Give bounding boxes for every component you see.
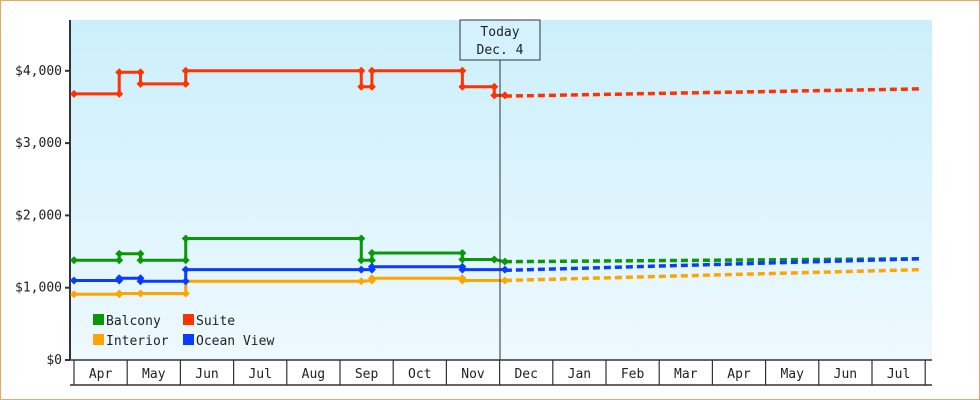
- data-point[interactable]: [490, 255, 499, 264]
- data-point[interactable]: [357, 82, 366, 91]
- data-point[interactable]: [115, 274, 124, 283]
- data-point[interactable]: [181, 289, 190, 298]
- x-tick-label: Jan: [568, 367, 591, 382]
- data-point[interactable]: [357, 256, 366, 265]
- legend-label: Ocean View: [196, 334, 274, 349]
- data-point[interactable]: [181, 256, 190, 265]
- y-tick-label: $1,000: [15, 281, 62, 296]
- x-tick-label: Jul: [248, 367, 271, 382]
- data-point[interactable]: [115, 256, 124, 265]
- data-point[interactable]: [181, 79, 190, 88]
- legend: Balcony Suite Interior Ocean View: [93, 314, 274, 349]
- data-point[interactable]: [115, 289, 124, 298]
- x-tick-label: Dec: [514, 367, 537, 382]
- legend-item-suite[interactable]: Suite: [183, 314, 235, 329]
- data-point[interactable]: [367, 256, 376, 265]
- data-point[interactable]: [367, 66, 376, 75]
- data-point[interactable]: [458, 276, 467, 285]
- y-tick-label: $4,000: [15, 64, 62, 79]
- today-marker: Today Dec. 4: [459, 19, 541, 360]
- legend-swatch: [183, 334, 194, 345]
- plot-area: [71, 20, 932, 360]
- data-point[interactable]: [367, 262, 376, 271]
- x-tick-label: Oct: [408, 367, 431, 382]
- data-point[interactable]: [367, 274, 376, 283]
- data-point[interactable]: [70, 256, 78, 265]
- y-tick-label: $2,000: [15, 208, 62, 223]
- data-point[interactable]: [367, 82, 376, 91]
- legend-item-ocean-view[interactable]: Ocean View: [183, 334, 274, 349]
- series-lines: [70, 66, 920, 299]
- data-point[interactable]: [181, 66, 190, 75]
- data-point[interactable]: [357, 277, 366, 286]
- data-point[interactable]: [115, 249, 124, 258]
- data-point[interactable]: [490, 91, 499, 100]
- x-tick-label: Nov: [461, 367, 485, 382]
- data-point[interactable]: [136, 249, 145, 258]
- data-point[interactable]: [181, 234, 190, 243]
- series-suite: [70, 66, 920, 100]
- data-point[interactable]: [357, 234, 366, 243]
- data-point[interactable]: [357, 265, 366, 274]
- x-tick-label: Feb: [621, 367, 645, 382]
- x-tick-label: Mar: [674, 367, 698, 382]
- data-point[interactable]: [490, 82, 499, 91]
- data-point[interactable]: [181, 277, 190, 286]
- data-point[interactable]: [357, 66, 366, 75]
- y-tick-label: $0: [46, 353, 62, 368]
- data-point[interactable]: [458, 248, 467, 257]
- legend-item-balcony[interactable]: Balcony: [93, 314, 161, 329]
- data-point[interactable]: [115, 89, 124, 98]
- data-point[interactable]: [70, 276, 78, 285]
- legend-swatch: [93, 314, 104, 325]
- x-tick-label: Apr: [727, 367, 751, 382]
- data-point[interactable]: [115, 68, 124, 77]
- series-ocean-view: [70, 257, 920, 286]
- x-tick-label: Apr: [89, 367, 113, 382]
- today-label: Today: [480, 25, 519, 40]
- data-point[interactable]: [136, 289, 145, 298]
- today-date: Dec. 4: [477, 43, 524, 58]
- data-point[interactable]: [70, 89, 78, 98]
- legend-swatch: [93, 334, 104, 345]
- x-axis: Apr May Jun Jul Aug Sep Oct Nov Dec Jan Feb Mar Apr M…: [70, 359, 932, 386]
- legend-label: Interior: [106, 334, 169, 349]
- data-point[interactable]: [458, 66, 467, 75]
- data-point[interactable]: [458, 265, 467, 274]
- y-axis: $0 $1,000 $2,000 $3,000 $4,000: [15, 20, 71, 368]
- legend-swatch: [183, 314, 194, 325]
- series-interior: [70, 267, 920, 299]
- x-tick-label: Sep: [355, 367, 379, 382]
- x-tick-label: May: [142, 367, 166, 382]
- data-point[interactable]: [136, 256, 145, 265]
- data-point[interactable]: [136, 68, 145, 77]
- x-tick-label: Jun: [195, 367, 218, 382]
- data-point[interactable]: [458, 82, 467, 91]
- data-point[interactable]: [136, 277, 145, 286]
- x-tick-label: Jun: [834, 367, 857, 382]
- data-point[interactable]: [70, 290, 78, 299]
- data-point[interactable]: [458, 255, 467, 264]
- y-tick-label: $3,000: [15, 136, 62, 151]
- data-point[interactable]: [367, 248, 376, 257]
- legend-label: Balcony: [106, 314, 161, 329]
- legend-item-interior[interactable]: Interior: [93, 334, 169, 349]
- x-tick-label: Jul: [887, 367, 910, 382]
- data-point[interactable]: [136, 79, 145, 88]
- data-point[interactable]: [181, 265, 190, 274]
- x-tick-label: May: [780, 367, 804, 382]
- x-tick-label: Aug: [302, 367, 325, 382]
- legend-label: Suite: [196, 314, 235, 329]
